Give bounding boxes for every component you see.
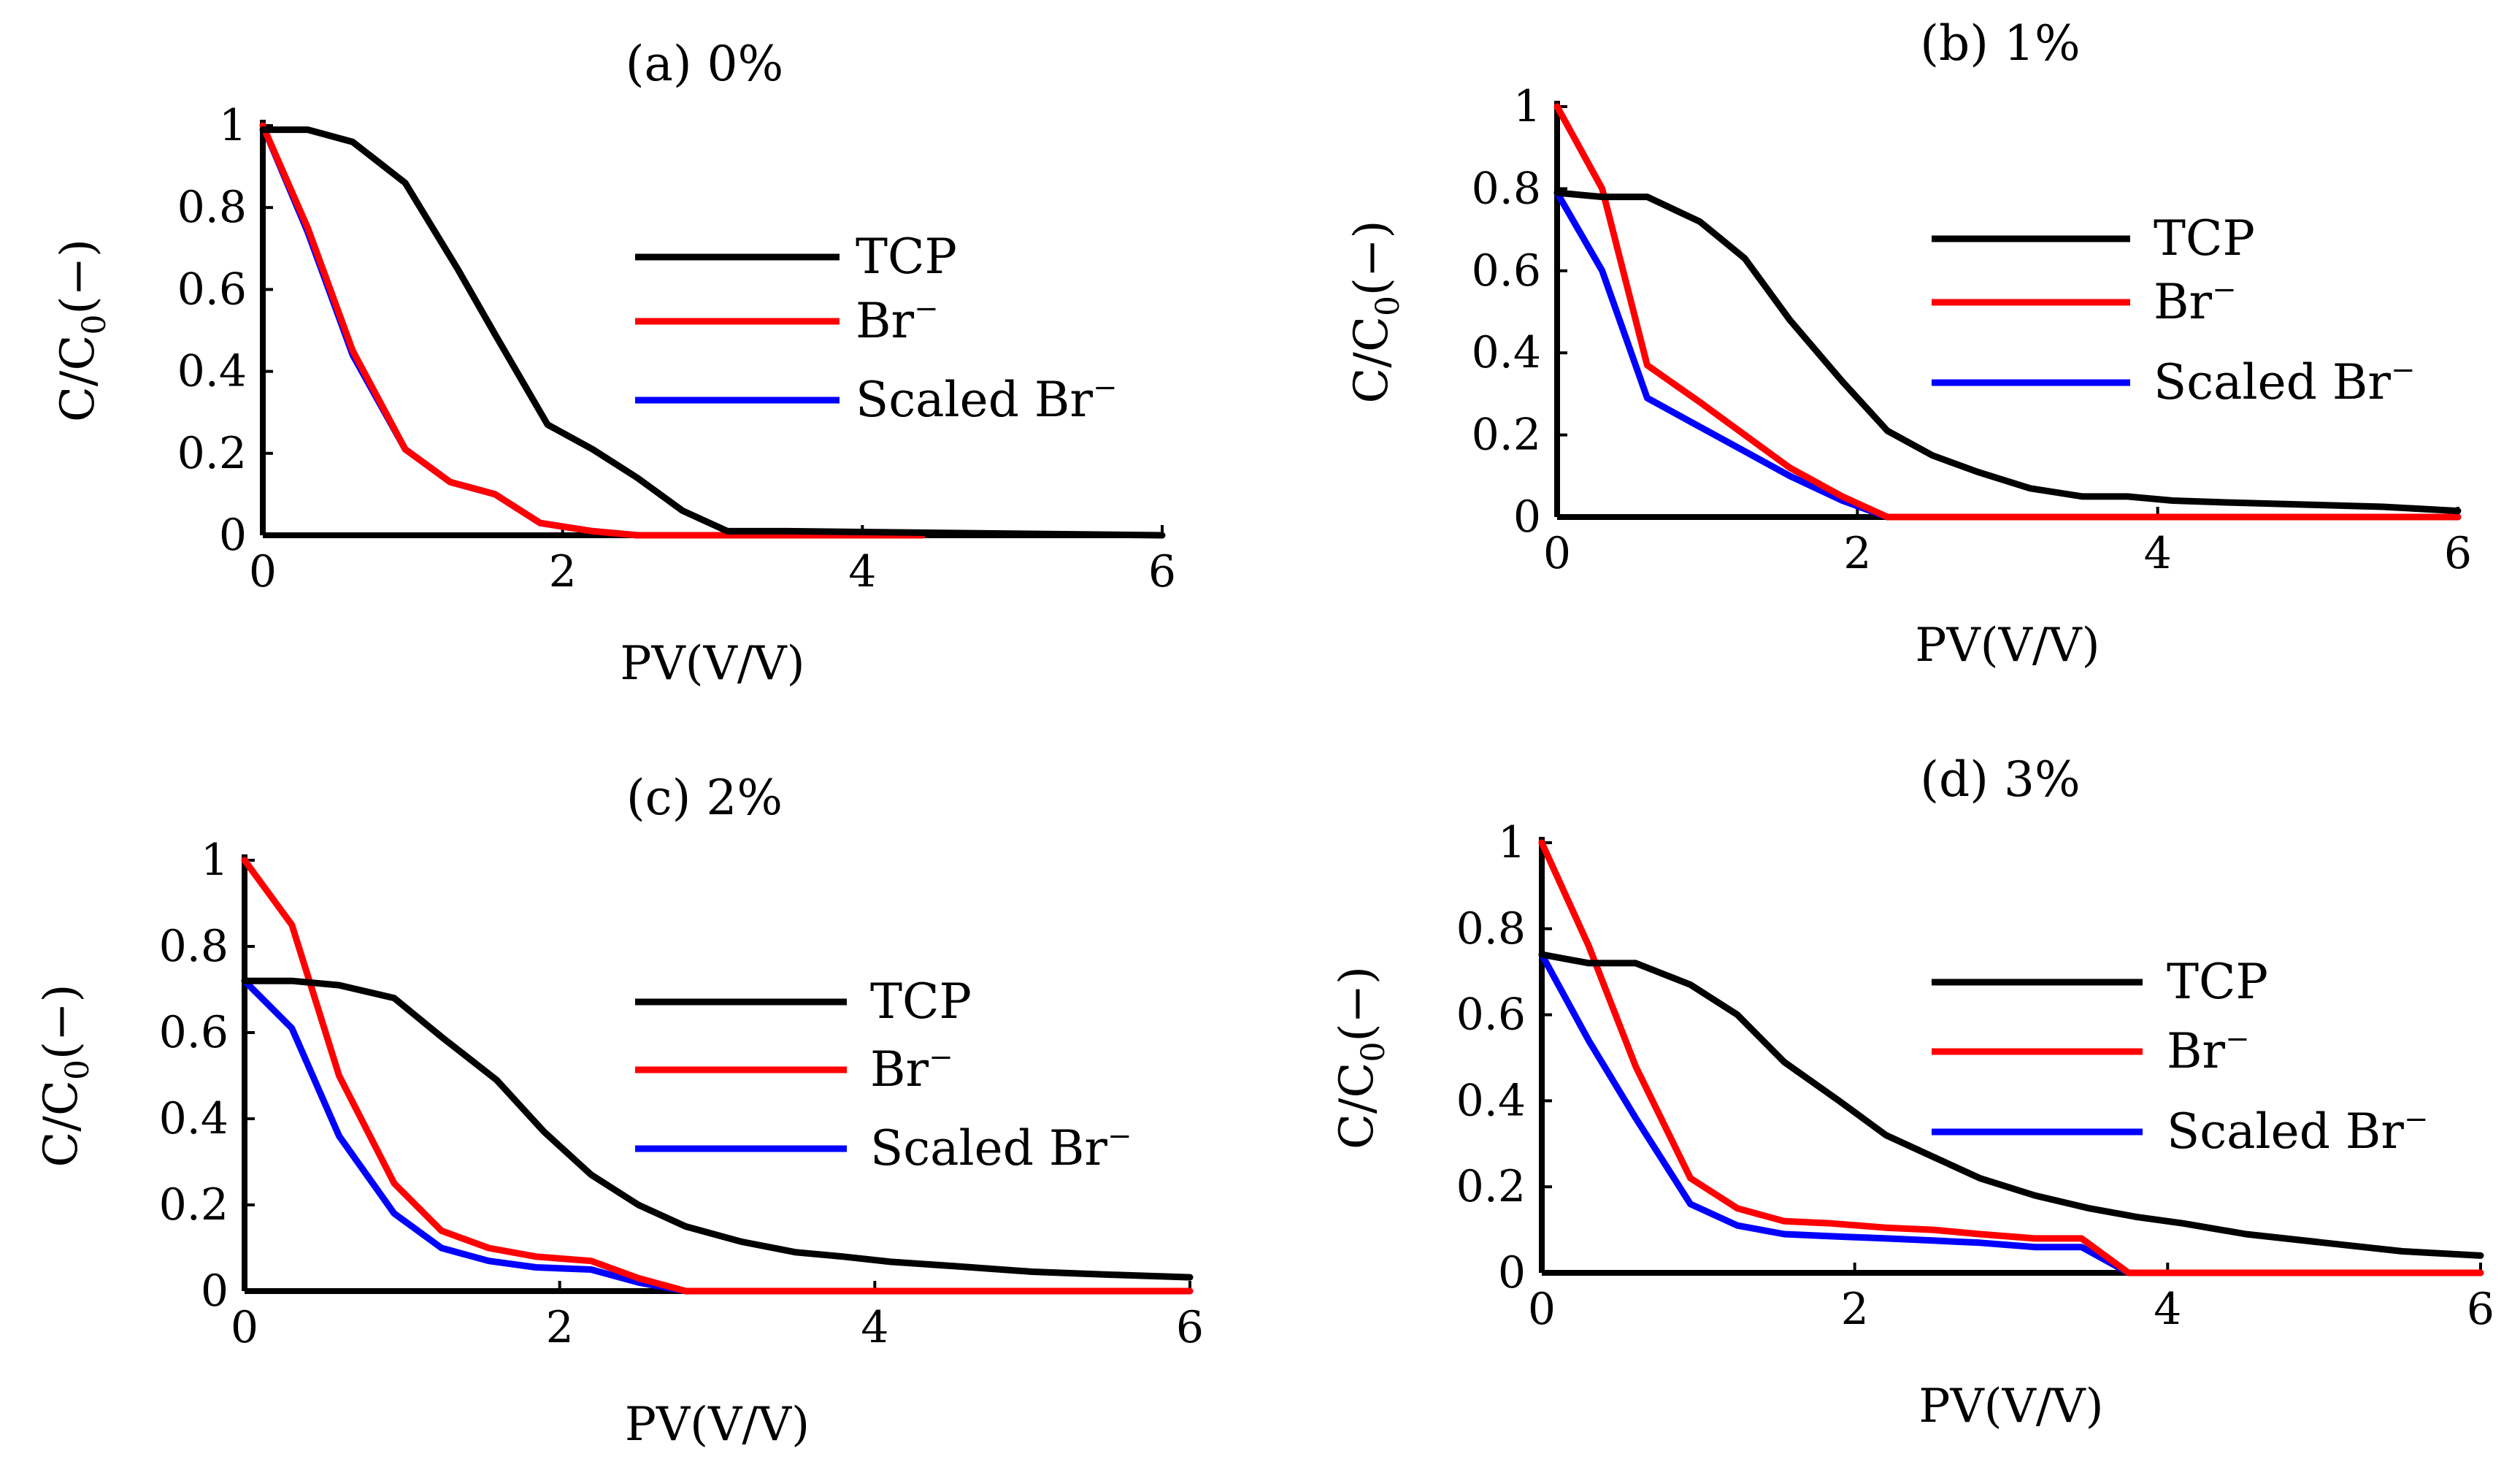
x-tick-label: 2 xyxy=(1843,528,1871,579)
x-tick-label: 4 xyxy=(2154,1284,2181,1335)
x-axis-label: PV(V/V) xyxy=(1918,1379,2103,1433)
y-tick-label: 0.8 xyxy=(159,921,228,972)
series-line-br xyxy=(1553,103,2462,521)
x-tick-label: 2 xyxy=(549,546,577,597)
x-tick-label: 0 xyxy=(1543,528,1571,579)
y-tick-label: 0.6 xyxy=(177,264,247,315)
y-tick-label: 0.6 xyxy=(1472,245,1541,296)
x-axis-label: PV(V/V) xyxy=(620,637,804,691)
x-tick-label: 6 xyxy=(2444,528,2472,579)
x-tick-label: 0 xyxy=(231,1302,258,1353)
y-tick-label: 0.4 xyxy=(1472,327,1541,378)
x-tick-label: 4 xyxy=(2144,528,2172,579)
y-tick-label: 0 xyxy=(1513,491,1541,543)
legend-label: TCP xyxy=(2167,954,2268,1010)
y-tick-label: 0.4 xyxy=(159,1093,228,1144)
legend-label: Br− xyxy=(856,292,939,349)
series-line-br xyxy=(1538,839,2484,1276)
panel-title: (b) 1% xyxy=(1920,15,2080,72)
legend-label: Br− xyxy=(2167,1022,2250,1079)
legend-label: Scaled Br− xyxy=(856,371,1118,428)
y-tick-label: 0.2 xyxy=(1472,410,1541,461)
panel-title: (d) 3% xyxy=(1920,751,2080,808)
series-line-scaled-br xyxy=(1538,951,2484,1276)
panel-1: (a) 0% 0 2 4 6 0 0.2 0.4 0.6 0.8 1 PV(V/V) C/C0(−) TC… xyxy=(51,36,1176,691)
series-line-tcp xyxy=(259,126,1166,539)
legend-label: Scaled Br− xyxy=(2154,353,2416,410)
x-axis-label: PV(V/V) xyxy=(625,1398,810,1452)
x-tick-label: 0 xyxy=(249,546,277,597)
x-tick-label: 0 xyxy=(1528,1284,1556,1335)
x-axis-label: PV(V/V) xyxy=(1915,619,2100,673)
panel-title: (a) 0% xyxy=(626,36,784,92)
series-line-tcp xyxy=(241,977,1194,1281)
x-tick-label: 6 xyxy=(2467,1284,2494,1335)
y-axis-label: C/C0(−) xyxy=(1345,220,1407,403)
series-line-scaled-br xyxy=(259,122,926,539)
series-line-br xyxy=(241,857,1194,1295)
series-line-br xyxy=(259,122,926,539)
y-tick-label: 1 xyxy=(1513,81,1541,132)
x-tick-label: 6 xyxy=(1176,1302,1204,1353)
y-tick-label: 0 xyxy=(201,1266,228,1317)
legend-label: Br− xyxy=(870,1041,953,1098)
x-tick-label: 2 xyxy=(546,1302,574,1353)
legend-label: TCP xyxy=(2154,210,2255,267)
y-tick-label: 0.2 xyxy=(1456,1161,1526,1212)
y-tick-label: 0.2 xyxy=(159,1179,228,1230)
legend-label: Br− xyxy=(2154,273,2237,330)
legend-label: TCP xyxy=(870,973,972,1030)
y-tick-label: 0.4 xyxy=(177,346,247,397)
series-line-tcp xyxy=(1553,189,2462,515)
x-tick-label: 2 xyxy=(1841,1284,1869,1335)
y-tick-label: 0.6 xyxy=(159,1007,228,1058)
panel-2: (b) 1% 0 2 4 6 0 0.2 0.4 0.6 0.8 1 PV(V/V) C/C0(−) TC… xyxy=(1345,15,2472,673)
panel-3: (c) 2% 0 2 4 6 0 0.2 0.4 0.6 0.8 1 PV(V/V) C/C0(−) TC… xyxy=(34,770,1204,1452)
x-tick-label: 4 xyxy=(861,1302,888,1353)
series-line-tcp xyxy=(1538,951,2484,1259)
y-tick-label: 1 xyxy=(219,100,247,151)
y-tick-label: 0 xyxy=(1498,1247,1526,1298)
y-tick-label: 0.8 xyxy=(1472,163,1541,214)
y-tick-label: 1 xyxy=(201,835,228,886)
y-tick-label: 0.8 xyxy=(177,182,247,233)
y-tick-label: 0.8 xyxy=(1456,903,1526,954)
y-axis-label: C/C0(−) xyxy=(1330,966,1392,1149)
y-tick-label: 0 xyxy=(219,510,247,561)
x-tick-label: 6 xyxy=(1148,546,1176,597)
panel-title: (c) 2% xyxy=(626,770,783,826)
legend-label: Scaled Br− xyxy=(870,1119,1132,1176)
y-tick-label: 0.4 xyxy=(1456,1075,1526,1126)
y-axis-label: C/C0(−) xyxy=(51,239,113,422)
y-tick-label: 0.6 xyxy=(1456,989,1526,1041)
legend-label: Scaled Br− xyxy=(2167,1103,2429,1160)
y-tick-label: 0.2 xyxy=(177,428,247,479)
x-tick-label: 4 xyxy=(848,546,876,597)
panel-4: (d) 3% 0 2 4 6 0 0.2 0.4 0.6 0.8 1 PV(V/V) C/C0(−) TC… xyxy=(1330,751,2494,1433)
legend-label: TCP xyxy=(856,229,957,285)
y-tick-label: 1 xyxy=(1498,817,1526,868)
y-axis-label: C/C0(−) xyxy=(34,984,96,1167)
